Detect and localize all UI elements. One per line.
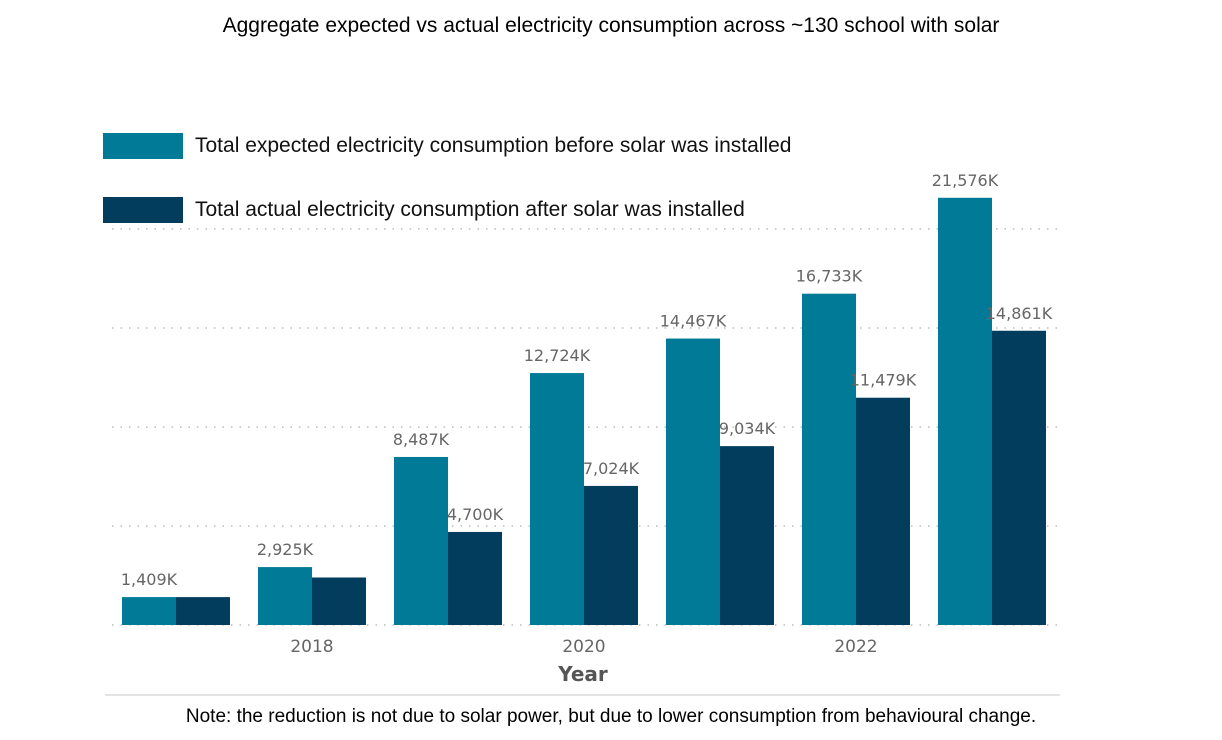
- bar-actual-2023: [992, 330, 1046, 625]
- chart-title: Aggregate expected vs actual electricity…: [222, 14, 1000, 37]
- data-label: 9,034K: [719, 419, 776, 438]
- legend-label-actual: Total actual electricity consumption aft…: [195, 198, 745, 221]
- bar-actual-2019: [448, 531, 502, 625]
- bar-expected-2023: [938, 197, 992, 625]
- data-label: 7,024K: [583, 459, 640, 478]
- x-tick-label: 2020: [562, 637, 605, 657]
- legend-item-expected: Total expected electricity consumption b…: [103, 133, 791, 159]
- x-tick-label: 2022: [834, 637, 877, 657]
- data-label: 14,467K: [660, 312, 727, 331]
- data-label: 2,925K: [257, 540, 314, 559]
- legend-item-actual: Total actual electricity consumption aft…: [103, 197, 745, 223]
- bar-actual-2022: [856, 397, 910, 625]
- bar-expected-2018: [258, 567, 312, 625]
- data-label: 1,409K: [121, 570, 178, 589]
- bar-expected-2022: [802, 293, 856, 625]
- bar-expected-2021: [666, 338, 720, 625]
- legend-swatch-actual: [103, 197, 183, 223]
- bar-expected-2019: [394, 456, 448, 625]
- bar-expected-2017: [122, 597, 176, 625]
- data-label: 21,576K: [932, 171, 999, 190]
- bar-actual-2017: [176, 597, 230, 625]
- bar-actual-2018: [312, 577, 366, 625]
- data-label: 16,733K: [796, 267, 863, 286]
- legend-label-expected: Total expected electricity consumption b…: [195, 134, 792, 157]
- data-label: 4,700K: [447, 505, 504, 524]
- bar-actual-2020: [584, 485, 638, 625]
- bar-expected-2020: [530, 373, 584, 625]
- data-label: 12,724K: [524, 346, 591, 365]
- legend-swatch-expected: [103, 133, 183, 159]
- data-label: 8,487K: [393, 430, 450, 449]
- x-tick-label: 2018: [290, 637, 333, 657]
- chart-note: Note: the reduction is not due to solar …: [185, 706, 1037, 727]
- data-label: 14,861K: [986, 304, 1053, 323]
- bar-actual-2021: [720, 446, 774, 625]
- data-label: 11,479K: [850, 371, 917, 390]
- x-axis-label: Year: [557, 662, 608, 686]
